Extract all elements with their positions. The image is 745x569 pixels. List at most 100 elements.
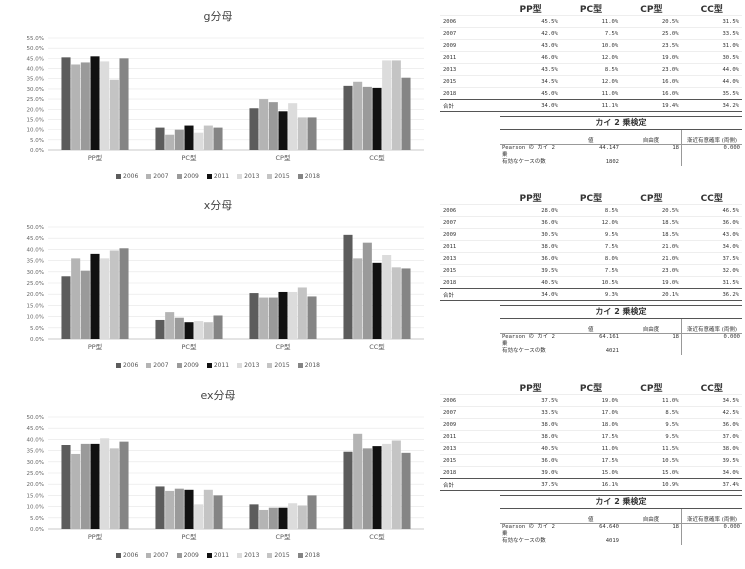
chi-header-value: 値 [587, 138, 594, 144]
bar-2007-0 [71, 64, 81, 150]
chi-square-title: カイ 2 乗検定 [500, 496, 742, 509]
total-cell: 37.5% [500, 478, 561, 491]
y-tick-label: 40.0% [27, 67, 44, 73]
table-cell: 31.0% [681, 39, 742, 52]
bar-2018-2 [307, 296, 317, 339]
chi-header-df: 自由度 [642, 327, 660, 333]
legend-item-2018: 2018 [297, 173, 320, 180]
legend-label: 2013 [244, 173, 260, 180]
legend-item-2015: 2015 [267, 552, 290, 559]
table-cell: 2009 [440, 418, 501, 431]
table-cell: 2007 [440, 406, 501, 419]
bar-2011-1 [184, 125, 194, 150]
legend-label: 2006 [123, 362, 139, 369]
total-cell: 合計 [440, 288, 501, 301]
bar-2013-2 [288, 503, 298, 529]
bar-2015-1 [203, 125, 213, 150]
bar-2018-1 [213, 495, 223, 529]
total-row: 合計 34.0% 11.1% 19.4% 34.2% [440, 99, 742, 112]
chart-panel-2: 0.0% 5.0% 10.0% 15.0% 20.0% 25.0% 30.0% 35.0% 40… [4, 191, 432, 373]
bar-2015-3 [391, 440, 401, 529]
chi-value: 1802 [605, 159, 619, 165]
stats-block-1: PP型 PC型 CP型 CC型 2006 45.5% 11.0% 20.5% 31.5% 2007… [440, 2, 742, 166]
chi-square-title: カイ 2 乗検定 [500, 306, 742, 319]
legend-label: 2011 [213, 173, 230, 180]
chi-square-table: 値自由度 漸近有意確率 (両側) Pearson の カイ 2 乗 64.161 18 0… [500, 319, 742, 355]
y-tick-label: 5.0% [30, 516, 44, 522]
y-tick-label: 45.0% [27, 56, 44, 62]
table-cell: 42.5% [681, 406, 742, 419]
table-row: 2006 37.5% 19.0% 11.0% 34.5% [440, 394, 742, 407]
chi-label: Pearson の カイ 2 乗 [500, 333, 561, 348]
legend-swatch [116, 363, 122, 368]
legend-swatch [206, 363, 212, 368]
column-header [440, 191, 500, 205]
table-cell: 12.0% [560, 216, 622, 229]
bar-2018-2 [307, 495, 317, 529]
header-row: PP型 PC型 CP型 CC型 [440, 381, 742, 395]
chi-sig [681, 538, 742, 545]
table-cell: 2015 [440, 454, 501, 467]
legend-item-2009: 2009 [176, 362, 199, 369]
legend-swatch [267, 553, 273, 558]
table-cell: 7.5% [560, 27, 622, 40]
legend-label: 2009 [183, 173, 199, 180]
bar-2009-0 [80, 443, 90, 529]
table-cell: 37.5% [681, 252, 742, 265]
chi-row-pearson: Pearson の カイ 2 乗 64.640 18 0.000 [500, 523, 742, 538]
total-cell: 合計 [440, 99, 501, 112]
bar-2006-1 [155, 319, 165, 339]
x-tick-label: CP型 [276, 342, 291, 351]
table-cell: 2013 [440, 252, 501, 265]
bar-2018-0 [119, 58, 129, 151]
table-cell: 31.5% [681, 15, 742, 28]
y-tick-label: 30.0% [27, 460, 44, 466]
bar-2015-1 [203, 489, 213, 529]
table-cell: 34.0% [681, 240, 742, 253]
bar-2006-0 [61, 276, 71, 339]
table-cell: 39.5% [500, 264, 561, 277]
table-cell: 2011 [440, 240, 501, 253]
header-row: PP型 PC型 CP型 CC型 [440, 191, 742, 205]
table-cell: 38.0% [500, 430, 561, 443]
bar-2006-0 [61, 57, 71, 150]
chi-value: 44.147 [560, 144, 621, 159]
chi-header-df: 自由度 [642, 138, 660, 144]
bar-2009-1 [174, 129, 184, 150]
legend-label: 2009 [183, 552, 199, 559]
table-row: 2007 36.0% 12.0% 18.5% 36.0% [440, 216, 742, 229]
y-tick-label: 10.0% [27, 128, 44, 134]
chi-header-blank [500, 509, 561, 524]
table-cell: 21.0% [621, 240, 682, 253]
bar-2011-3 [372, 87, 382, 150]
table-cell: 18.5% [621, 216, 682, 229]
y-tick-label: 15.0% [27, 117, 44, 123]
table-cell: 46.5% [681, 204, 742, 217]
table-row: 2018 40.5% 10.5% 19.0% 31.5% [440, 276, 742, 289]
bar-2011-3 [372, 446, 382, 529]
table-cell: 37.5% [500, 394, 561, 407]
table-cell: 23.5% [621, 39, 682, 52]
table-cell: 18.5% [621, 228, 682, 241]
table-row: 2006 45.5% 11.0% 20.5% 31.5% [440, 15, 742, 28]
table-cell: 20.5% [621, 204, 682, 217]
y-tick-label: 50.0% [27, 415, 44, 421]
legend-item-2006: 2006 [116, 173, 138, 180]
chi-df: 18 [621, 333, 682, 348]
table-row: 2011 46.0% 12.0% 19.0% 30.5% [440, 51, 742, 64]
y-tick-label: 45.0% [27, 426, 44, 432]
y-tick-label: 40.0% [27, 437, 44, 443]
table-cell: 17.5% [560, 430, 622, 443]
bar-2006-1 [155, 486, 165, 529]
chart-title-1: g分母 [203, 10, 233, 23]
table-cell: 36.0% [500, 216, 561, 229]
legend-item-2015: 2015 [267, 173, 290, 180]
bar-2009-0 [80, 270, 90, 339]
table-row: 2015 34.5% 12.0% 16.0% 44.0% [440, 75, 742, 88]
table-cell: 36.0% [500, 252, 561, 265]
legend-swatch [297, 363, 303, 368]
bar-2015-2 [297, 287, 307, 339]
column-header: PP型 [519, 5, 542, 15]
legend-swatch [146, 363, 152, 368]
